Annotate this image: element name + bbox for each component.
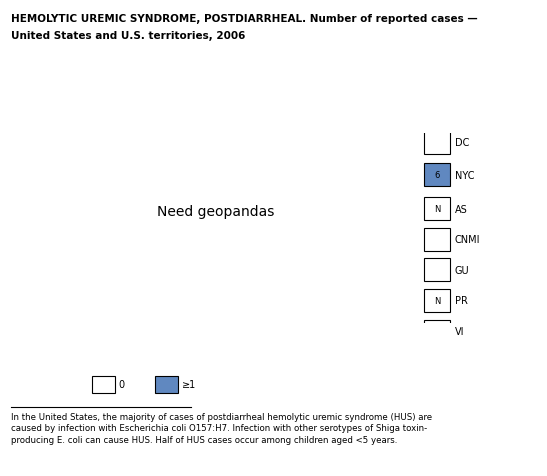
Text: HEMOLYTIC UREMIC SYNDROME, POSTDIARRHEAL. Number of reported cases —: HEMOLYTIC UREMIC SYNDROME, POSTDIARRHEAL… bbox=[11, 14, 478, 24]
Bar bbox=[155, 376, 178, 393]
Text: N: N bbox=[434, 297, 440, 305]
Text: N: N bbox=[434, 205, 440, 214]
Text: United States and U.S. territories, 2006: United States and U.S. territories, 2006 bbox=[11, 31, 245, 41]
Bar bbox=[423, 259, 450, 282]
Text: GU: GU bbox=[455, 266, 469, 275]
Text: In the United States, the majority of cases of postdiarrheal hemolytic uremic sy: In the United States, the majority of ca… bbox=[11, 412, 432, 444]
Text: NYC: NYC bbox=[455, 170, 474, 180]
Text: 6: 6 bbox=[434, 171, 440, 179]
Text: VI: VI bbox=[455, 327, 464, 336]
Text: 0: 0 bbox=[118, 379, 125, 389]
Bar bbox=[92, 376, 115, 393]
Bar bbox=[423, 289, 450, 312]
Bar bbox=[423, 198, 450, 221]
Text: CNMI: CNMI bbox=[455, 235, 480, 245]
Bar bbox=[423, 131, 450, 154]
Bar bbox=[423, 228, 450, 251]
Text: Need geopandas: Need geopandas bbox=[158, 204, 275, 218]
Bar bbox=[423, 164, 450, 187]
Bar bbox=[423, 320, 450, 343]
Text: PR: PR bbox=[455, 296, 468, 306]
Text: DC: DC bbox=[455, 138, 469, 148]
Text: ≥1: ≥1 bbox=[182, 379, 196, 389]
Text: AS: AS bbox=[455, 205, 468, 214]
